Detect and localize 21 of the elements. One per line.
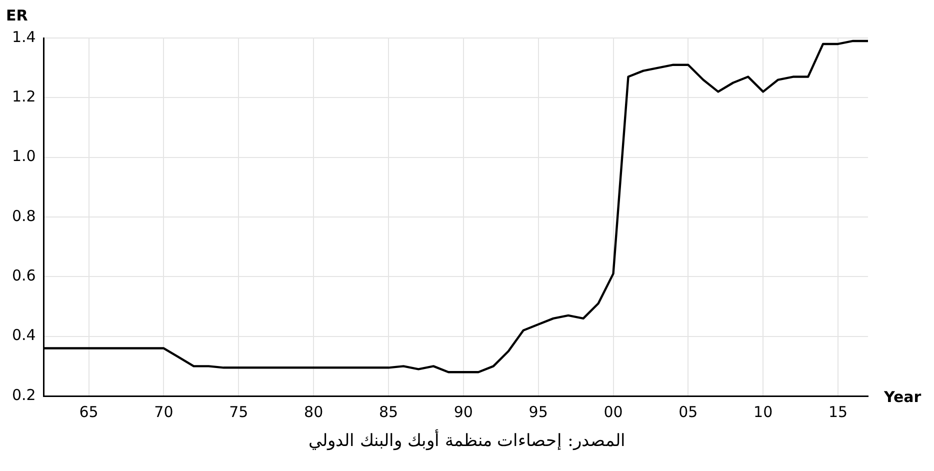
y-tick-label: 0.8 — [12, 206, 36, 225]
x-tick-label: 65 — [79, 402, 98, 421]
y-tick-label: 1.2 — [12, 88, 36, 106]
x-tick-label: 00 — [604, 402, 623, 421]
y-tick-label: 0.2 — [12, 386, 36, 404]
x-tick-label: 85 — [378, 402, 398, 421]
y-tick-label: 1.4 — [12, 28, 36, 46]
x-tick-label: 75 — [229, 402, 248, 421]
x-tick-label: 90 — [454, 402, 473, 421]
y-axis-title: ER — [6, 6, 28, 24]
x-tick-label: 05 — [678, 402, 698, 421]
y-tick-label: 0.6 — [12, 266, 36, 285]
x-tick-label: 80 — [304, 402, 324, 421]
x-tick-label: 10 — [754, 402, 773, 421]
x-tick-label: 15 — [828, 402, 848, 421]
text: المصدر: إحصاءات منظمة أوبك والبنك الدولي — [308, 430, 626, 451]
x-axis-title: Year — [883, 388, 922, 406]
y-tick-label: 1.0 — [12, 147, 36, 166]
x-tick-label: 95 — [528, 402, 548, 421]
y-tick-label: 0.4 — [12, 326, 36, 344]
x-tick-label: 70 — [154, 402, 174, 421]
